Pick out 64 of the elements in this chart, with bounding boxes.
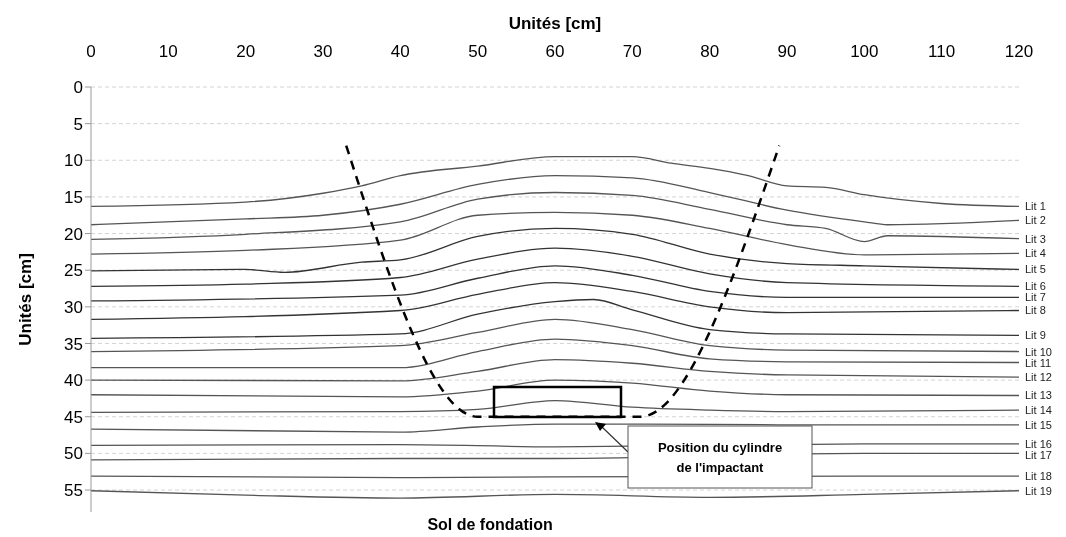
line-series <box>91 211 1019 256</box>
line-series <box>91 227 1019 274</box>
x-tick-label: 10 <box>158 42 178 61</box>
y-tick-label: 30 <box>64 297 83 317</box>
line-series <box>91 423 1019 433</box>
line-series <box>91 247 1019 287</box>
line-series <box>91 490 1019 499</box>
line-series <box>91 191 1019 243</box>
series-label: Lit 6 <box>1025 280 1046 293</box>
x-tick-label: 100 <box>850 42 879 61</box>
line-series <box>91 155 1019 208</box>
x-tick-label: 40 <box>390 42 410 61</box>
x-tick-label: 120 <box>1004 42 1034 61</box>
y-tick-label: 15 <box>64 187 83 207</box>
line-series <box>91 399 1019 413</box>
line-series <box>91 338 1019 369</box>
text: Sol de fondation <box>427 516 553 533</box>
series-label: Lit 11 <box>1025 356 1052 369</box>
line-series <box>91 175 1019 226</box>
x-tick-label: 60 <box>545 42 565 61</box>
series-label: Lit 2 <box>1025 214 1046 227</box>
series-label: Lit 19 <box>1025 484 1052 497</box>
y-tick-label: 45 <box>64 407 83 427</box>
line-series <box>91 298 1019 339</box>
line-series <box>91 358 1019 382</box>
x-tick-label: 90 <box>777 42 797 61</box>
x-tick-label: 0 <box>86 42 96 61</box>
y-tick-label: 55 <box>64 481 83 501</box>
y-tick-label: 50 <box>64 444 83 464</box>
line-series <box>91 282 1019 320</box>
series-label: Lit 8 <box>1025 304 1046 317</box>
series-label: Lit 4 <box>1025 247 1046 260</box>
series-label: Lit 9 <box>1025 329 1046 342</box>
series-label: Lit 3 <box>1025 232 1046 245</box>
series-label: Lit 16 <box>1025 437 1052 450</box>
line-series <box>91 265 1019 302</box>
x-axis-title: Unités [cm] <box>508 14 602 34</box>
series-label: Lit 18 <box>1025 470 1052 483</box>
series-label: Lit 5 <box>1025 263 1046 276</box>
x-tick-label: 30 <box>313 42 333 61</box>
x-tick-label: 70 <box>622 42 642 61</box>
y-tick-label: 5 <box>73 114 83 134</box>
series-label: Lit 12 <box>1025 371 1052 384</box>
series-label: Lit 10 <box>1025 345 1052 358</box>
y-tick-label: 20 <box>64 224 83 244</box>
y-tick-label: 25 <box>64 261 83 281</box>
y-tick-label: 40 <box>64 371 83 391</box>
x-tick-label: 110 <box>928 42 956 61</box>
line-series <box>91 318 1019 353</box>
series-label: Lit 17 <box>1025 448 1052 461</box>
y-tick-label: 10 <box>64 151 83 171</box>
line-series <box>91 379 1019 398</box>
y-tick-label: 0 <box>73 78 83 98</box>
annotation: Position du cylindre de l'impactant <box>657 440 783 475</box>
x-tick-label: 50 <box>468 42 488 61</box>
y-axis-title: Unités [cm] <box>16 253 36 346</box>
series-label: Lit 1 <box>1025 200 1046 213</box>
series-label: Lit 13 <box>1025 389 1052 402</box>
y-tick-label: 35 <box>64 334 83 354</box>
x-tick-label: 20 <box>236 42 256 61</box>
series-label: Lit 14 <box>1025 404 1052 417</box>
series-label: Lit 15 <box>1025 418 1052 431</box>
series-label: Lit 7 <box>1025 291 1046 304</box>
x-tick-label: 80 <box>700 42 720 61</box>
